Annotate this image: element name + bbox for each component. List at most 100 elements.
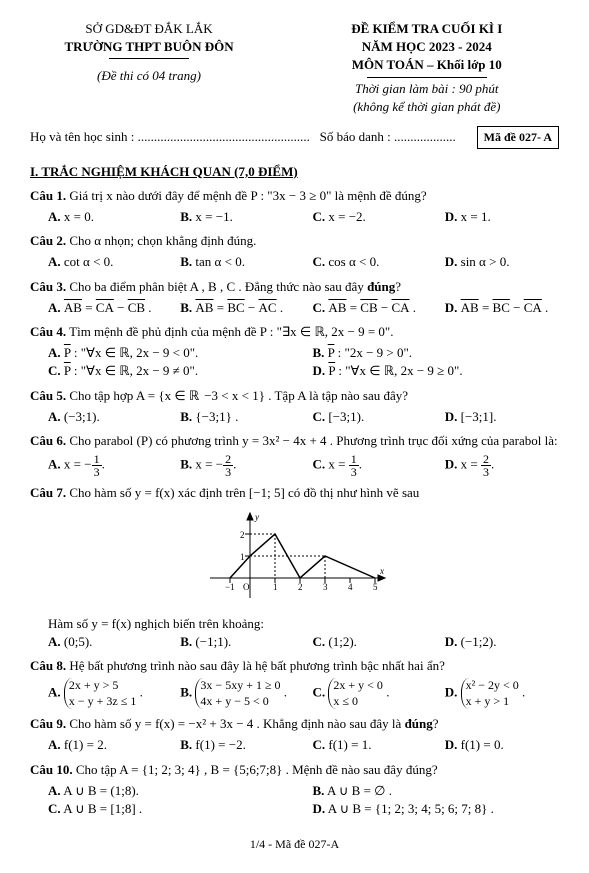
q3-B: B. AB = BC − AC . bbox=[162, 299, 294, 317]
q4-A: A. P : "∀x ∈ ℝ, 2x − 9 < 0". bbox=[30, 344, 295, 362]
header: SỞ GD&ĐT ĐẮK LẮK TRƯỜNG THPT BUÔN ĐÔN (Đ… bbox=[30, 20, 559, 116]
q7-A: A. (0;5). bbox=[30, 633, 162, 651]
exam-title: ĐỀ KIỂM TRA CUỐI KÌ I bbox=[295, 20, 560, 38]
q1-B: B. x = −1. bbox=[162, 208, 294, 226]
svg-text:3: 3 bbox=[323, 582, 328, 592]
question-3: Câu 3. Cho ba điểm phân biệt A , B , C .… bbox=[30, 278, 559, 317]
q3-C: C. AB = CB − CA . bbox=[295, 299, 427, 317]
q10-num: Câu 10. bbox=[30, 762, 73, 777]
question-6: Câu 6. Cho parabol (P) có phương trình y… bbox=[30, 432, 559, 478]
q7-B: B. (−1;1). bbox=[162, 633, 294, 651]
school: TRƯỜNG THPT BUÔN ĐÔN bbox=[30, 38, 268, 56]
q1-D: D. x = 1. bbox=[427, 208, 559, 226]
question-8: Câu 8. Hệ bất phương trình nào sau đây l… bbox=[30, 657, 559, 709]
q8-D: D. x² − 2y < 0x + y > 1 . bbox=[427, 678, 559, 709]
question-1: Câu 1. Giá trị x nào dưới đây để mệnh đề… bbox=[30, 187, 559, 226]
q9-D: D. f(1) = 0. bbox=[427, 736, 559, 754]
section-title: I. TRẮC NGHIỆM KHÁCH QUAN (7,0 ĐIỂM) bbox=[30, 163, 559, 181]
q1-A: A. x = 0. bbox=[30, 208, 162, 226]
q10-B: B. A ∪ B = ∅ . bbox=[295, 782, 560, 800]
q7-sub: Hàm số y = f(x) nghịch biến trên khoảng: bbox=[30, 615, 559, 633]
q5-C: C. [−3;1). bbox=[295, 408, 427, 426]
q3-stem: Cho ba điểm phân biệt A , B , C . Đẳng t… bbox=[66, 279, 367, 294]
q9-stem: Cho hàm số y = f(x) = −x² + 3x − 4 . Khẳ… bbox=[66, 716, 404, 731]
name-label: Họ và tên học sinh : bbox=[30, 129, 134, 144]
question-9: Câu 9. Cho hàm số y = f(x) = −x² + 3x − … bbox=[30, 715, 559, 754]
q8-A: A. 2x + y > 5x − y + 3z ≤ 1 . bbox=[30, 678, 162, 709]
info-row: Họ và tên học sinh : ...................… bbox=[30, 126, 559, 149]
svg-text:x: x bbox=[379, 566, 384, 576]
q2-B: B. tan α < 0. bbox=[162, 253, 294, 271]
name-field: Họ và tên học sinh : ...................… bbox=[30, 128, 456, 146]
q1-C: C. x = −2. bbox=[295, 208, 427, 226]
page-footer: 1/4 - Mã đề 027-A bbox=[30, 836, 559, 853]
q5-D: D. [−3;1]. bbox=[427, 408, 559, 426]
svg-text:1: 1 bbox=[240, 552, 245, 562]
q1-num: Câu 1. bbox=[30, 188, 66, 203]
svg-text:5: 5 bbox=[373, 582, 378, 592]
svg-text:1: 1 bbox=[273, 582, 278, 592]
q10-A: A. A ∪ B = (1;8). bbox=[30, 782, 295, 800]
q7-D: D. (−1;2). bbox=[427, 633, 559, 651]
q8-C: C. 2x + y < 0x ≤ 0 . bbox=[295, 678, 427, 709]
q2-num: Câu 2. bbox=[30, 233, 66, 248]
q9-A: A. f(1) = 2. bbox=[30, 736, 162, 754]
q8-num: Câu 8. bbox=[30, 658, 66, 673]
q4-D: D. P : "∀x ∈ ℝ, 2x − 9 ≥ 0". bbox=[295, 362, 560, 380]
exam-subject: MÔN TOÁN – Khối lớp 10 bbox=[295, 56, 560, 74]
svg-text:O: O bbox=[243, 582, 250, 592]
q4-B: B. P : "2x − 9 > 0". bbox=[295, 344, 560, 362]
q2-stem: Cho α nhọn; chọn khẳng định đúng. bbox=[66, 233, 256, 248]
q5-B: B. {−3;1} . bbox=[162, 408, 294, 426]
q2-C: C. cos α < 0. bbox=[295, 253, 427, 271]
q2-A: A. cot α < 0. bbox=[30, 253, 162, 271]
q4-C: C. P : "∀x ∈ ℝ, 2x − 9 ≠ 0". bbox=[30, 362, 295, 380]
question-10: Câu 10. Cho tập A = {1; 2; 3; 4} , B = {… bbox=[30, 761, 559, 819]
q3-A: A. AB = CA − CB . bbox=[30, 299, 162, 317]
q6-D: D. x = 23. bbox=[427, 453, 559, 478]
q1-stem: Giá trị x nào dưới đây để mệnh đề P : "3… bbox=[66, 188, 427, 203]
q5-num: Câu 5. bbox=[30, 388, 66, 403]
q6-num: Câu 6. bbox=[30, 433, 66, 448]
header-right: ĐỀ KIỂM TRA CUỐI KÌ I NĂM HỌC 2023 - 202… bbox=[295, 20, 560, 116]
q2-D: D. sin α > 0. bbox=[427, 253, 559, 271]
q10-C: C. A ∪ B = [1;8] . bbox=[30, 800, 295, 818]
question-2: Câu 2. Cho α nhọn; chọn khẳng định đúng.… bbox=[30, 232, 559, 271]
sbd-label: Số báo danh : bbox=[320, 129, 391, 144]
exam-note: (không kể thời gian phát đề) bbox=[295, 98, 560, 116]
dept: SỞ GD&ĐT ĐẮK LẮK bbox=[30, 20, 268, 38]
q4-stem: Tìm mệnh đề phủ định của mệnh đề P : "∃x… bbox=[66, 324, 393, 339]
sbd-dots: ................... bbox=[394, 129, 456, 144]
q3-D: D. AB = BC − CA . bbox=[427, 299, 559, 317]
svg-text:−1: −1 bbox=[225, 582, 235, 592]
q10-D: D. A ∪ B = {1; 2; 3; 4; 5; 6; 7; 8} . bbox=[295, 800, 560, 818]
q7-stem: Cho hàm số y = f(x) xác định trên [−1; 5… bbox=[66, 485, 419, 500]
q7-C: C. (1;2). bbox=[295, 633, 427, 651]
q7-num: Câu 7. bbox=[30, 485, 66, 500]
q9-num: Câu 9. bbox=[30, 716, 66, 731]
svg-text:2: 2 bbox=[240, 530, 245, 540]
made-box: Mã đề 027- A bbox=[477, 126, 559, 149]
q9-B: B. f(1) = −2. bbox=[162, 736, 294, 754]
svg-text:y: y bbox=[254, 512, 259, 522]
hr-right bbox=[367, 77, 487, 78]
name-dots: ........................................… bbox=[138, 129, 310, 144]
q6-B: B. x = −23. bbox=[162, 453, 294, 478]
exam-year: NĂM HỌC 2023 - 2024 bbox=[295, 38, 560, 56]
question-7: Câu 7. Cho hàm số y = f(x) xác định trên… bbox=[30, 484, 559, 651]
question-4: Câu 4. Tìm mệnh đề phủ định của mệnh đề … bbox=[30, 323, 559, 381]
hr-left bbox=[109, 58, 189, 59]
q3-num: Câu 3. bbox=[30, 279, 66, 294]
exam-duration: Thời gian làm bài : 90 phút bbox=[295, 80, 560, 98]
q6-stem: Cho parabol (P) có phương trình y = 3x² … bbox=[66, 433, 558, 448]
exam-pages: (Đề thi có 04 trang) bbox=[30, 67, 268, 85]
svg-text:4: 4 bbox=[348, 582, 353, 592]
q4-num: Câu 4. bbox=[30, 324, 66, 339]
q8-B: B. 3x − 5xy + 1 ≥ 04x + y − 5 < 0 . bbox=[162, 678, 294, 709]
q10-stem: Cho tập A = {1; 2; 3; 4} , B = {5;6;7;8}… bbox=[73, 762, 438, 777]
q6-C: C. x = 13. bbox=[295, 453, 427, 478]
q7-graph: y x −1 O 1 2 3 4 5 1 2 bbox=[30, 508, 559, 608]
svg-text:2: 2 bbox=[298, 582, 303, 592]
q8-stem: Hệ bất phương trình nào sau đây là hệ bấ… bbox=[66, 658, 445, 673]
q6-A: A. x = −13. bbox=[30, 453, 162, 478]
